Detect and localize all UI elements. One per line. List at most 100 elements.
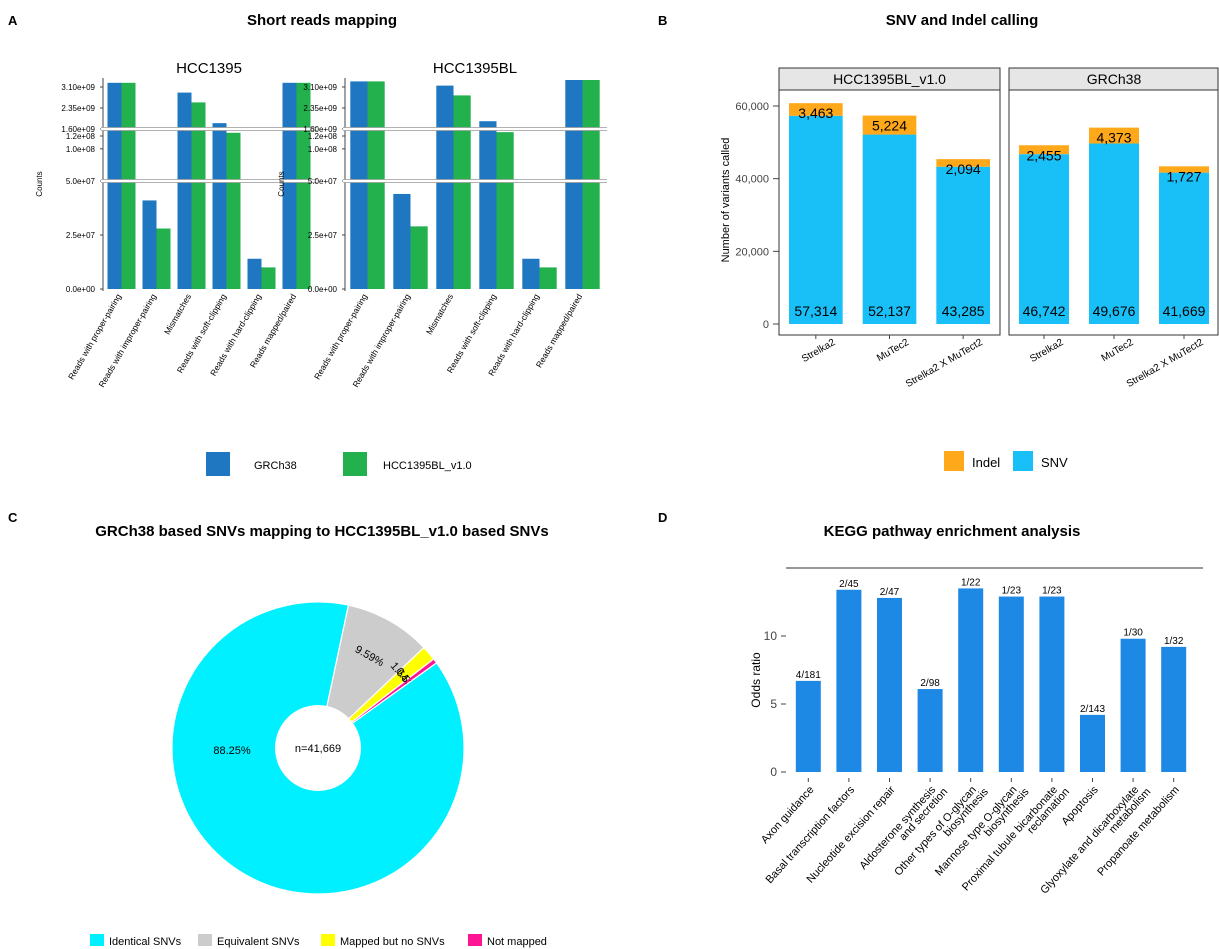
y-tick-label: 0.0e+00: [66, 285, 96, 294]
axis-break-gap: [343, 127, 607, 131]
legend-swatch: [198, 934, 212, 946]
bar-grch38: [142, 200, 157, 289]
y-tick-label: 2.5e+07: [66, 231, 96, 240]
bar-data-label: 2/143: [1080, 704, 1105, 715]
bar-indel: [862, 115, 917, 135]
bar-grch38: [247, 258, 262, 289]
legend-label: Not mapped: [487, 936, 547, 948]
bar-grch38: [479, 121, 497, 289]
x-tick-label: MuTec2: [1100, 337, 1136, 364]
x-tick-label: Reads with soft-clipping: [445, 292, 499, 375]
bar: [958, 588, 984, 772]
bar-data-label: 1/23: [1042, 586, 1062, 597]
y-tick-label: 0: [763, 319, 769, 331]
y-tick-label: 20,000: [735, 246, 769, 258]
y-tick-label: 2.5e+07: [308, 231, 338, 240]
legend-swatch: [468, 934, 482, 946]
y-axis-label: Number of variants called: [720, 138, 732, 263]
panel-a-letter: A: [8, 13, 18, 28]
y-tick-label: 5.0e+07: [66, 177, 96, 186]
bar-indel: [936, 159, 990, 167]
axis-break-gap: [101, 127, 317, 131]
panel-a-charts: HCC1395Counts3.10e+092.35e+091.60e+091.2…: [35, 60, 607, 389]
legend-label: SNV: [1041, 455, 1068, 470]
y-tick-label: 5: [770, 697, 777, 711]
bar: [795, 680, 821, 772]
indel-data-label: 5,224: [872, 118, 907, 134]
bar-data-label: 4/181: [796, 670, 821, 681]
bar-grch38: [522, 258, 540, 289]
y-tick-label: 1.0e+08: [308, 145, 338, 154]
bar-hcc1395bl: [191, 102, 206, 290]
x-tick-label: Mismatches: [162, 292, 193, 336]
bar: [836, 589, 862, 772]
bar: [1161, 646, 1187, 772]
panel-a-legend: GRCh38 HCC1395BL_v1.0: [206, 452, 472, 476]
axis-break-gap: [101, 179, 317, 183]
subplot-title: HCC1395BL: [433, 60, 517, 77]
x-tick-label: Strelka2: [1028, 337, 1066, 365]
bar: [1039, 596, 1065, 772]
y-tick-label: 40,000: [735, 174, 769, 186]
bar: [998, 596, 1024, 772]
panel-b-letter: B: [658, 13, 667, 28]
bar-grch38: [393, 193, 411, 289]
subplot-title: HCC1395: [176, 60, 242, 77]
bar-data-label: 2/98: [920, 678, 940, 689]
legend-label: Equivalent SNVs: [217, 936, 300, 948]
bar: [877, 597, 902, 772]
y-tick-label: 3.10e+09: [61, 83, 95, 92]
y-tick-label: 60,000: [735, 101, 769, 113]
y-tick-label: 3.10e+09: [303, 83, 337, 92]
x-tick-label: Reads mapped/paired: [534, 292, 585, 370]
legend-label: Mapped but no SNVs: [340, 936, 445, 948]
bar-grch38: [177, 92, 192, 289]
x-tick-label: Mismatches: [424, 292, 455, 336]
bar-snv: [789, 115, 843, 325]
bar-indel: [1159, 166, 1209, 173]
bar-indel: [1089, 127, 1139, 144]
bar-hcc1395bl: [121, 82, 136, 289]
bar-data-label: 2/45: [839, 579, 859, 590]
y-axis-label: Counts: [35, 171, 44, 196]
panel-b-title: SNV and Indel calling: [886, 12, 1039, 29]
bar-hcc1395bl: [539, 267, 557, 289]
bar-hcc1395bl: [410, 226, 428, 289]
y-tick-label: 10: [764, 629, 778, 643]
snv-data-label: 43,285: [942, 303, 985, 319]
legend-swatch: [90, 934, 104, 946]
bar-data-label: 1/32: [1164, 636, 1184, 647]
bar-grch38: [436, 85, 454, 289]
bar-grch38: [212, 123, 227, 290]
x-tick-label: MuTec2: [875, 337, 911, 364]
bar-indel: [1019, 145, 1069, 155]
indel-data-label: 2,455: [1026, 147, 1061, 163]
y-tick-label: 1.60e+09: [303, 125, 337, 134]
snv-data-label: 41,669: [1163, 303, 1206, 319]
snv-data-label: 46,742: [1023, 303, 1066, 319]
legend-label: Indel: [972, 455, 1000, 470]
panel-d-letter: D: [658, 510, 667, 525]
bar-snv: [1159, 172, 1209, 324]
panel-c-title: GRCh38 based SNVs mapping to HCC1395BL_v…: [95, 523, 548, 540]
legend-swatch-hcc1395bl: [343, 452, 367, 476]
bar-data-label: 1/22: [961, 577, 981, 588]
bar: [917, 689, 943, 772]
panel-c-letter: C: [8, 510, 18, 525]
x-tick-label: Strelka2 X MuTect2: [1125, 337, 1206, 390]
legend-swatch-grch38: [206, 452, 230, 476]
y-tick-label: 1.60e+09: [61, 125, 95, 134]
bar-grch38: [350, 81, 368, 290]
panel-a-title: Short reads mapping: [247, 12, 397, 29]
donut-hole: [275, 705, 361, 791]
indel-data-label: 3,463: [798, 105, 833, 121]
y-tick-label: 5.0e+07: [308, 177, 338, 186]
x-tick-label: Strelka2 X MuTect2: [904, 337, 985, 390]
bar-snv: [936, 166, 990, 324]
legend-label: Identical SNVs: [109, 936, 182, 948]
bar-data-label: 1/30: [1123, 628, 1143, 639]
axis-break-gap: [343, 179, 607, 183]
snv-data-label: 49,676: [1093, 303, 1136, 319]
